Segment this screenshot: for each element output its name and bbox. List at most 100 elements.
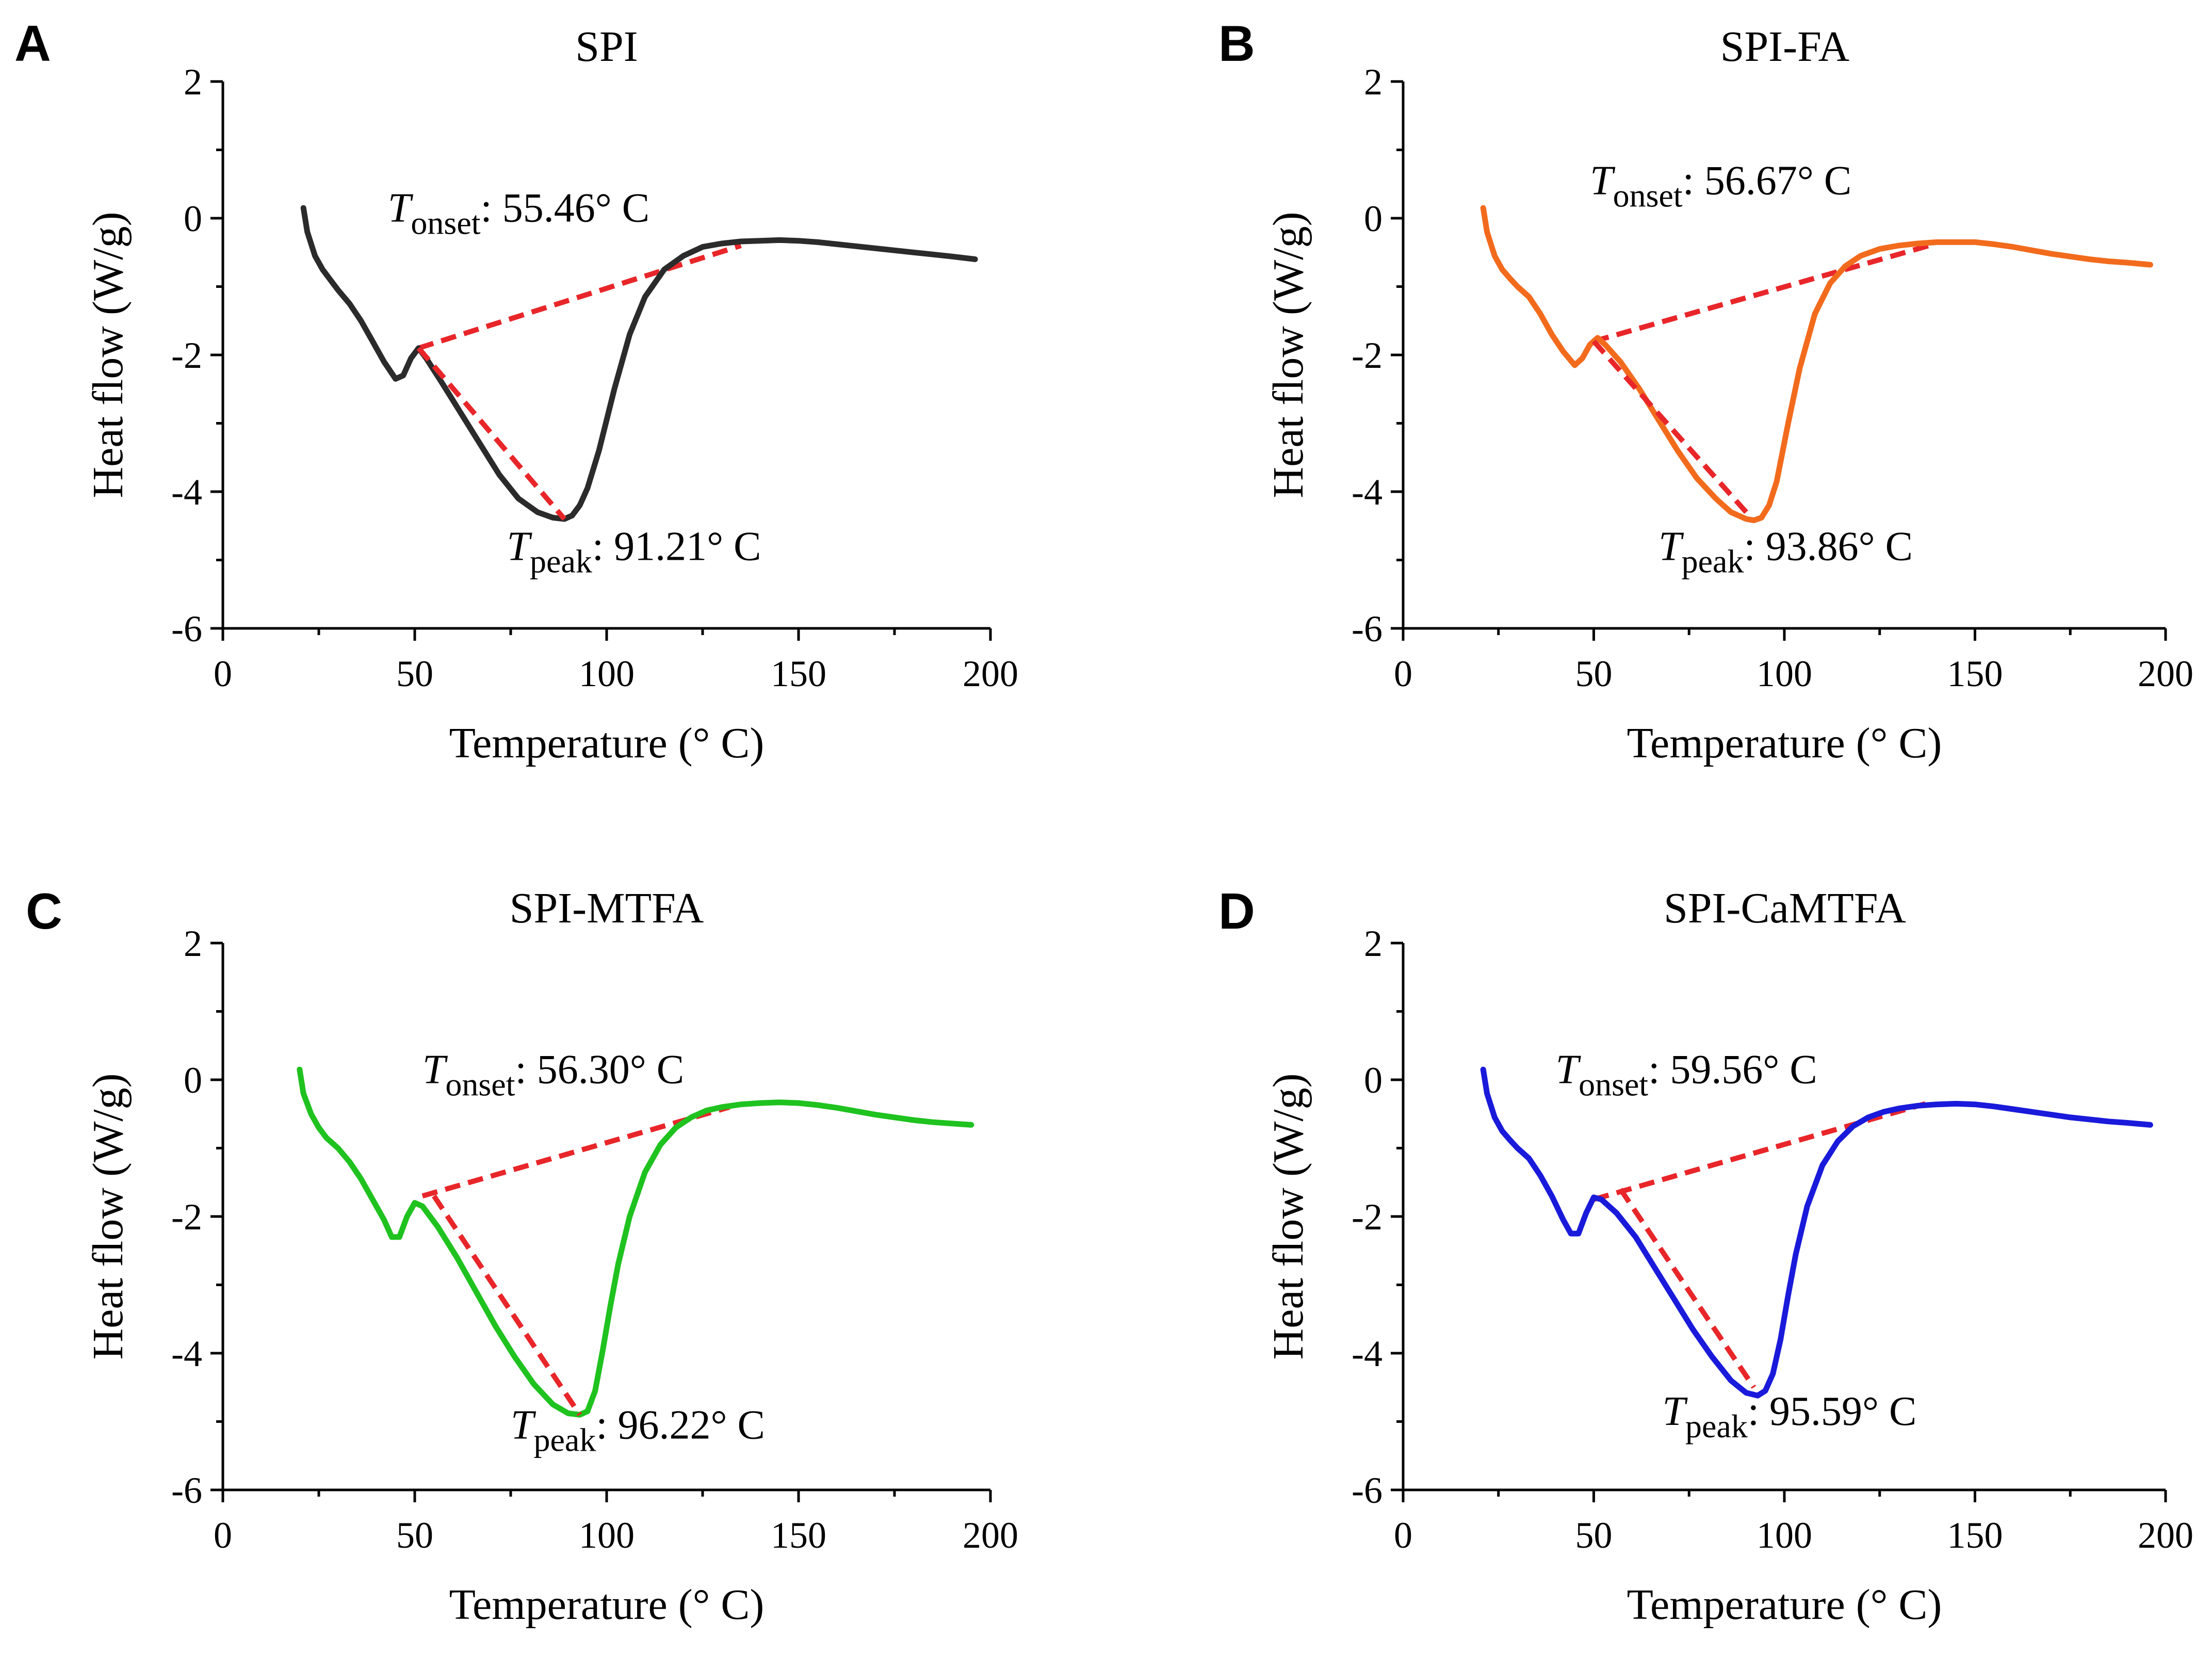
onset-tangent-line bbox=[417, 243, 742, 351]
y-tick-label: -6 bbox=[1352, 1470, 1382, 1511]
y-tick-label: -6 bbox=[171, 1470, 202, 1511]
y-tick-label: 0 bbox=[1364, 198, 1382, 239]
y-tick-label: -2 bbox=[1352, 1196, 1382, 1238]
onset-annotation-value: : 55.46° C bbox=[481, 186, 650, 231]
onset-annotation-symbol: T bbox=[1556, 1047, 1582, 1093]
onset-tangent-line bbox=[421, 1105, 730, 1199]
peak-tangent-line bbox=[416, 346, 566, 521]
onset-tangent-line bbox=[1593, 243, 1930, 344]
peak-annotation-subscript: peak bbox=[1682, 543, 1744, 580]
x-tick-label: 100 bbox=[1756, 1515, 1812, 1556]
panel-title: SPI-CaMTFA bbox=[1664, 884, 1906, 932]
y-tick-label: -2 bbox=[1352, 335, 1382, 376]
x-tick-label: 100 bbox=[1756, 653, 1812, 694]
onset-annotation: Tonset: 56.67° C bbox=[1590, 158, 1851, 214]
y-tick-label: -2 bbox=[171, 335, 202, 376]
onset-annotation-value: : 59.56° C bbox=[1648, 1047, 1817, 1093]
x-tick-label: 0 bbox=[1394, 653, 1412, 694]
heat-flow-curve bbox=[1480, 1066, 2153, 1399]
peak-annotation-value: : 91.21° C bbox=[592, 524, 761, 570]
y-tick-label: -6 bbox=[171, 608, 202, 650]
peak-annotation-value: : 95.59° C bbox=[1748, 1389, 1917, 1434]
x-axis-title: Temperature (° C) bbox=[1627, 719, 1942, 767]
peak-annotation: Tpeak: 96.22° C bbox=[511, 1403, 765, 1458]
peak-annotation: Tpeak: 95.59° C bbox=[1663, 1389, 1917, 1445]
onset-annotation-subscript: onset bbox=[1613, 177, 1683, 214]
heat-flow-curve bbox=[297, 1066, 974, 1418]
peak-annotation-value: : 93.86° C bbox=[1744, 524, 1913, 570]
onset-annotation-subscript: onset bbox=[445, 1066, 515, 1103]
y-tick-label: 2 bbox=[184, 61, 202, 103]
x-tick-label: 0 bbox=[214, 1515, 232, 1556]
x-tick-label: 100 bbox=[579, 653, 635, 694]
peak-annotation: Tpeak: 93.86° C bbox=[1658, 524, 1913, 580]
x-axis-title: Temperature (° C) bbox=[449, 1581, 765, 1629]
y-axis-title: Heat flow (W/g) bbox=[84, 1073, 132, 1359]
panel-title: SPI bbox=[575, 23, 638, 71]
onset-annotation-symbol: T bbox=[1590, 158, 1616, 204]
panel-title: SPI-FA bbox=[1720, 23, 1850, 71]
x-tick-label: 200 bbox=[2138, 1515, 2193, 1556]
panel-letter: D bbox=[1218, 883, 1255, 939]
onset-tangent-line bbox=[1593, 1101, 1926, 1202]
panel-c: C SPI-MTFA 2 0 -2 -4 -6 0 50 100 150 200 Temperature… bbox=[26, 883, 1018, 1629]
y-tick-label: 2 bbox=[1364, 923, 1382, 964]
y-tick-label: -4 bbox=[171, 1333, 202, 1374]
onset-annotation-value: : 56.67° C bbox=[1683, 158, 1852, 204]
panel-d: D SPI-CaMTFA 2 0 -2 -4 -6 0 50 100 150 200 Temperatu… bbox=[1218, 883, 2193, 1629]
onset-annotation-symbol: T bbox=[388, 186, 414, 231]
y-tick-label: 0 bbox=[184, 1060, 202, 1101]
peak-annotation-symbol: T bbox=[511, 1403, 536, 1448]
panel-title: SPI-MTFA bbox=[510, 884, 704, 932]
x-tick-label: 50 bbox=[1575, 1515, 1613, 1556]
onset-annotation-subscript: onset bbox=[1579, 1066, 1648, 1103]
x-axis-title: Temperature (° C) bbox=[449, 719, 765, 767]
y-tick-label: 2 bbox=[1364, 61, 1382, 103]
peak-annotation-symbol: T bbox=[1663, 1389, 1688, 1434]
peak-tangent-line bbox=[1591, 339, 1748, 514]
y-tick-label: 0 bbox=[184, 198, 202, 239]
y-tick-label: 2 bbox=[184, 923, 202, 964]
x-tick-label: 150 bbox=[1947, 653, 2003, 694]
y-axis-title: Heat flow (W/g) bbox=[1264, 212, 1312, 498]
x-tick-label: 50 bbox=[1575, 653, 1613, 694]
peak-tangent-line bbox=[1618, 1188, 1756, 1389]
heat-flow-curve bbox=[1480, 205, 2153, 524]
panel-letter: B bbox=[1218, 15, 1255, 72]
onset-annotation: Tonset: 59.56° C bbox=[1556, 1047, 1817, 1103]
x-tick-label: 200 bbox=[2138, 653, 2193, 694]
x-tick-label: 100 bbox=[579, 1515, 635, 1556]
peak-annotation-subscript: peak bbox=[530, 543, 592, 580]
onset-annotation-subscript: onset bbox=[411, 205, 480, 241]
y-tick-label: -4 bbox=[171, 472, 202, 513]
y-axis-title: Heat flow (W/g) bbox=[84, 212, 132, 498]
y-tick-label: -2 bbox=[171, 1196, 202, 1238]
y-tick-label: -4 bbox=[1352, 472, 1382, 513]
peak-annotation-value: : 96.22° C bbox=[596, 1403, 765, 1448]
peak-annotation: Tpeak: 91.21° C bbox=[507, 524, 761, 580]
x-tick-label: 50 bbox=[396, 653, 433, 694]
x-tick-label: 150 bbox=[1947, 1515, 2003, 1556]
x-tick-label: 200 bbox=[963, 653, 1018, 694]
y-tick-label: -6 bbox=[1352, 608, 1382, 650]
peak-tangent-line bbox=[432, 1194, 582, 1417]
heat-flow-curve bbox=[300, 205, 978, 522]
x-tick-label: 0 bbox=[1394, 1515, 1412, 1556]
x-tick-label: 50 bbox=[396, 1515, 433, 1556]
y-tick-label: -4 bbox=[1352, 1333, 1382, 1374]
peak-annotation-symbol: T bbox=[507, 524, 533, 570]
y-tick-label: 0 bbox=[1364, 1060, 1382, 1101]
panel-letter: A bbox=[14, 15, 51, 72]
panel-b: B SPI-FA 2 0 -2 -4 -6 0 50 100 150 200 Temperature (… bbox=[1218, 15, 2193, 767]
x-tick-label: 150 bbox=[771, 1515, 826, 1556]
peak-annotation-symbol: T bbox=[1658, 524, 1684, 570]
x-axis-title: Temperature (° C) bbox=[1627, 1581, 1942, 1629]
x-tick-label: 150 bbox=[771, 653, 826, 694]
panel-a: A SPI 2 0 -2 -4 -6 0 50 100 150 200 Temperature (° C… bbox=[14, 15, 1018, 767]
onset-annotation: Tonset: 56.30° C bbox=[422, 1047, 684, 1103]
onset-annotation: Tonset: 55.46° C bbox=[388, 186, 649, 241]
peak-annotation-subscript: peak bbox=[534, 1422, 596, 1458]
onset-annotation-symbol: T bbox=[422, 1047, 448, 1093]
onset-annotation-value: : 56.30° C bbox=[515, 1047, 684, 1093]
